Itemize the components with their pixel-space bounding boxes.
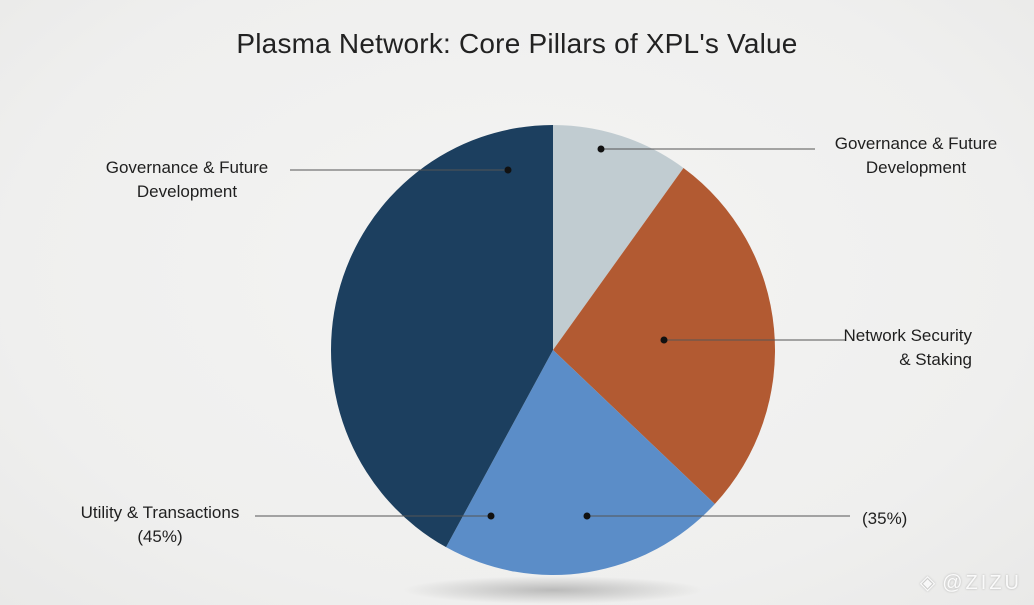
leader-utility-dot <box>487 512 495 520</box>
label-governance-left: Governance & Future Development <box>105 158 269 201</box>
binance-diamond-icon: ◈ <box>919 572 939 594</box>
leader-governance-right-dot <box>597 145 605 153</box>
label-governance-right: Governance & Future Development <box>834 134 998 177</box>
label-utility: Utility & Transactions (45%) <box>80 503 240 546</box>
leader-governance-left-dot <box>504 166 512 174</box>
leader-35-dot <box>583 512 591 520</box>
leader-network-security-dot <box>660 336 668 344</box>
label-network-security: Network Security & Staking <box>843 326 972 369</box>
watermark: ◈ @ZIZU <box>919 572 1022 594</box>
pie-slice-utility <box>446 350 715 575</box>
chart-title: Plasma Network: Core Pillars of XPL's Va… <box>236 28 798 59</box>
label-35-percent: (35%) <box>862 509 908 528</box>
pie-slice-governance-light <box>553 125 684 350</box>
pie-shadow <box>403 576 703 604</box>
pie-slice-governance-dark <box>330 125 553 548</box>
pie-slice-network-security <box>553 167 775 505</box>
